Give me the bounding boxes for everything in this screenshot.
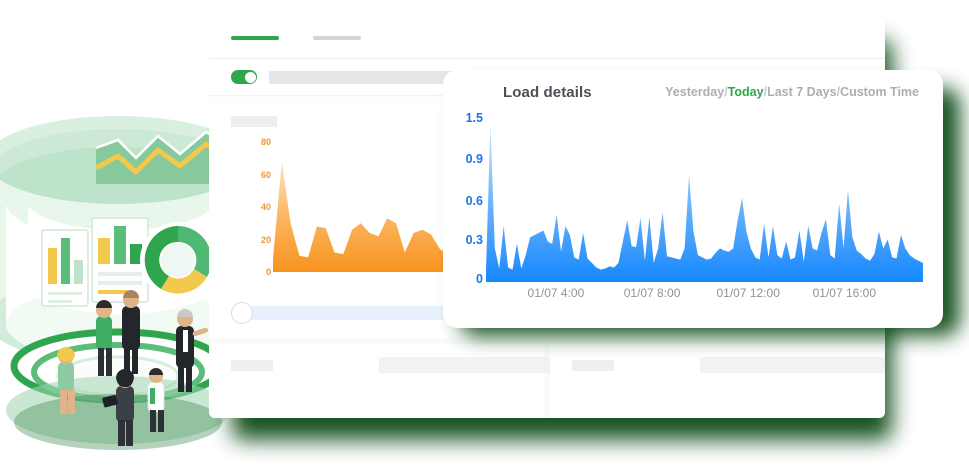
tab-active-indicator[interactable] (231, 36, 279, 40)
card-title-placeholder (231, 360, 273, 371)
toggle-knob (244, 71, 256, 83)
range-separator: / (836, 85, 841, 99)
tab-inactive-indicator[interactable] (313, 36, 361, 40)
load-x-axis: 01/07 4:00 01/07 8:00 01/07 12:00 01/07 … (486, 286, 923, 306)
range-option-last-7-days[interactable]: Last 7 Days (767, 85, 837, 99)
bottom-card-left (209, 344, 615, 418)
slider-handle[interactable] (231, 302, 253, 324)
range-separator: / (763, 85, 768, 99)
load-details-title: Load details (503, 84, 592, 101)
orange-ytick-60: 60 (260, 169, 271, 180)
time-range-selector: Yesterday/Today/Last 7 Days/Custom Time (665, 85, 919, 99)
load-xtick-3: 01/07 16:00 (812, 286, 877, 300)
load-ytick-1-5: 1.5 (465, 111, 483, 125)
orange-y-axis: 80 60 40 20 0 (237, 137, 271, 277)
load-ytick-0-6: 0.6 (465, 194, 483, 208)
load-area-chart (486, 122, 923, 282)
orange-ytick-80: 80 (260, 137, 271, 147)
orange-ytick-20: 20 (260, 234, 271, 245)
load-ytick-0-9: 0.9 (465, 152, 483, 166)
window-tab-bar (209, 18, 885, 59)
orange-ytick-0: 0 (265, 267, 271, 277)
toolbar-placeholder-bar (269, 70, 465, 84)
load-xtick-2: 01/07 12:00 (716, 286, 780, 300)
bottom-card-row (209, 344, 885, 418)
load-y-axis: 1.5 0.9 0.6 0.3 0 (443, 111, 483, 286)
feature-toggle-switch[interactable] (231, 70, 257, 84)
load-xtick-1: 01/07 8:00 (623, 286, 681, 300)
load-details-header: Load details Yesterday/Today/Last 7 Days… (443, 70, 943, 116)
load-details-card: Load details Yesterday/Today/Last 7 Days… (443, 70, 943, 328)
card-title-placeholder (572, 360, 614, 371)
card-content-placeholder (700, 357, 885, 373)
load-ytick-0-3: 0.3 (465, 233, 483, 247)
orange-ytick-40: 40 (260, 202, 271, 212)
data-amphitheater-illustration (0, 110, 245, 450)
range-option-custom-time[interactable]: Custom Time (840, 85, 919, 99)
panel-title-placeholder (231, 116, 277, 127)
load-ytick-0: 0 (476, 272, 483, 286)
load-xtick-0: 01/07 4:00 (527, 286, 585, 300)
bottom-card-right (550, 344, 885, 418)
range-option-yesterday[interactable]: Yesterday (665, 85, 725, 99)
range-option-today[interactable]: Today (727, 85, 764, 99)
range-separator: / (724, 85, 728, 99)
